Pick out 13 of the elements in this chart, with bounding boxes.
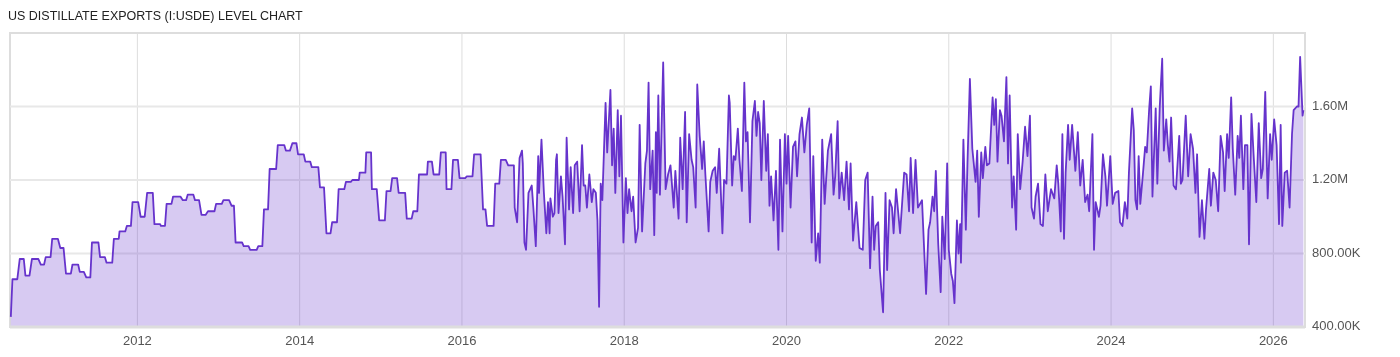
y-tick-label: 400.00K [1312, 318, 1361, 334]
x-tick-label: 2014 [285, 333, 315, 348]
chart-title: US DISTILLATE EXPORTS (I:USDE) LEVEL CHART [8, 9, 304, 23]
x-tick-label: 2020 [772, 333, 801, 348]
x-tick-label: 2026 [1258, 333, 1288, 348]
x-tick-label: 2012 [122, 333, 152, 348]
x-tick-label: 2024 [1096, 333, 1126, 348]
x-tick-label: 2022 [934, 333, 964, 348]
y-tick-label: 1.60M [1312, 97, 1349, 113]
y-tick-label: 1.20M [1312, 171, 1349, 187]
y-tick-label: 800.00K [1312, 244, 1361, 260]
x-tick-label: 2016 [447, 333, 477, 348]
x-tick-label: 2018 [609, 333, 639, 348]
